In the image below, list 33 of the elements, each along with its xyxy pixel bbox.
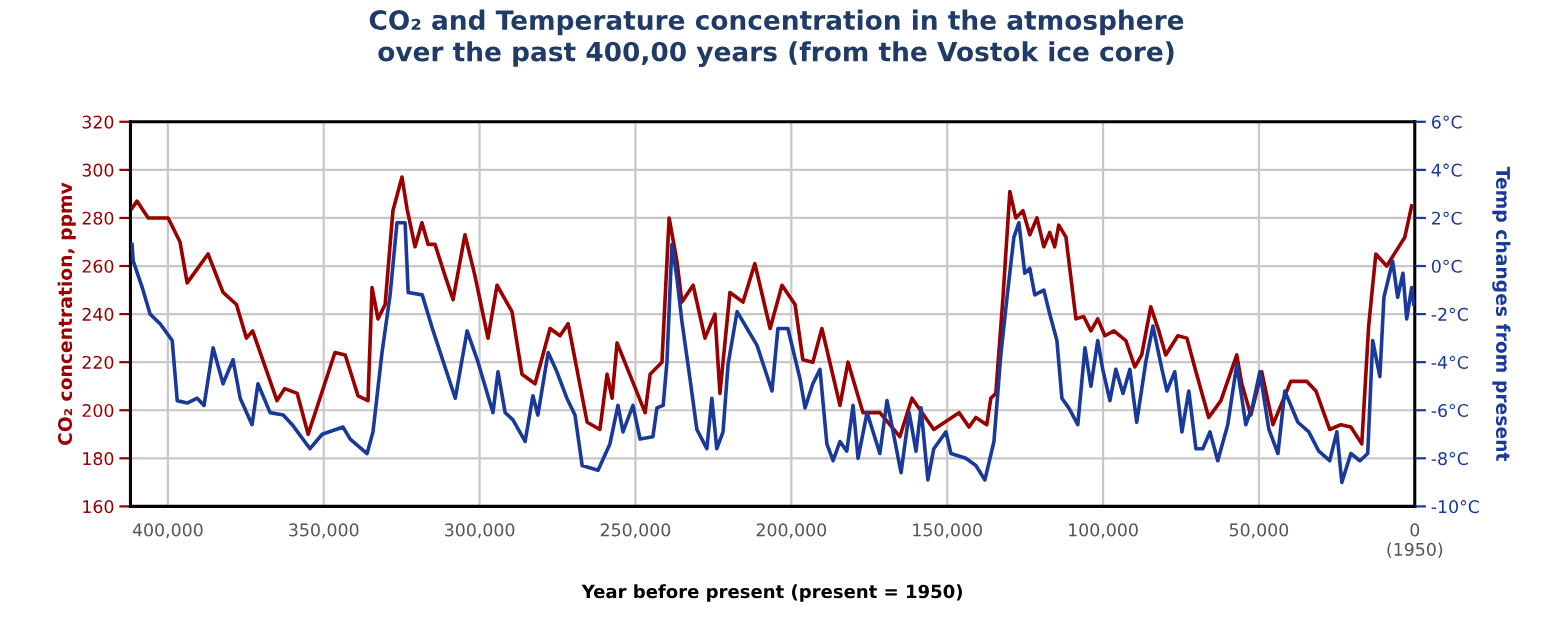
y2-tick-label: -4°C [1431, 355, 1468, 370]
x-tick-label: 350,000 [289, 523, 359, 539]
y-tick-label: 240 [82, 307, 114, 321]
y-tick-label: 200 [82, 403, 114, 418]
x-tick-label: 50,000 [1229, 523, 1289, 539]
x-tick-label: 400,000 [132, 523, 203, 539]
x-tick-label: 150,000 [913, 523, 982, 539]
y-tick-label: 160 [83, 500, 114, 514]
y2-axis-title: Temp changes from present [1492, 166, 1511, 462]
x-tick-label: 0 (1950) [1387, 523, 1443, 558]
y-tick-label: 220 [82, 355, 114, 370]
y2-tick-label: -6°C [1431, 403, 1468, 418]
y2-tick-label: 6°C [1431, 115, 1462, 129]
y-tick-label: 260 [82, 259, 114, 273]
y2-tick-label: -10°C [1431, 500, 1479, 514]
y-tick-label: 300 [82, 163, 114, 177]
y2-tick-label: 0°C [1431, 259, 1462, 273]
x-tick-label: 100,000 [1069, 523, 1138, 539]
y-tick-label: 280 [82, 211, 114, 225]
y2-tick-label: 4°C [1431, 163, 1462, 177]
x-tick-label: 200,000 [756, 523, 827, 539]
line-series [130, 175, 1414, 446]
chart-title: CO₂ and Temperature concentration in the atmosphere over the past 400,00 years (from the Vostok ice core) [369, 9, 1184, 67]
y-tick-label: 320 [82, 115, 114, 129]
y-tick-label: 180 [83, 452, 114, 466]
y-axis-title: CO₂ concentration, ppmv [57, 182, 76, 445]
y2-tick-label: -2°C [1431, 307, 1468, 321]
line-series [130, 220, 1415, 485]
x-axis-title: Year before present (present = 1950) [581, 584, 962, 602]
x-tick-label: 250,000 [600, 523, 671, 539]
x-tick-label: 300,000 [445, 523, 515, 539]
y2-tick-label: -8°C [1431, 452, 1468, 466]
y2-tick-label: 2°C [1432, 211, 1462, 225]
